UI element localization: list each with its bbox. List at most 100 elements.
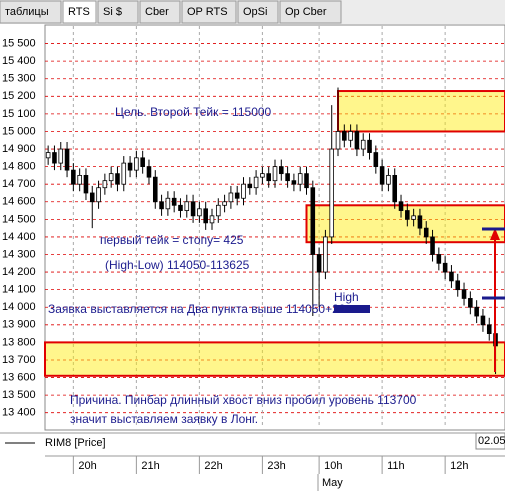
y-tick-label: 14 000 (2, 301, 36, 313)
y-tick-label: 14 500 (2, 213, 36, 225)
candle-body (102, 180, 108, 189)
candle-body (83, 175, 89, 194)
candle-body (253, 176, 259, 189)
candle-body (234, 192, 240, 199)
candle-body (348, 131, 353, 141)
candle-body (291, 180, 297, 185)
y-tick-label: 15 100 (2, 108, 36, 120)
candle-body (285, 173, 290, 182)
candle-body (411, 215, 416, 220)
candle-body (323, 236, 328, 273)
candle-body (71, 169, 76, 185)
candle-body (297, 173, 303, 185)
candle-body (247, 183, 253, 189)
tab-label: Cber (145, 6, 169, 18)
candle-body (45, 152, 51, 159)
candle-body (417, 215, 423, 229)
y-tick-label: 13 400 (2, 407, 36, 419)
candle-body (379, 166, 385, 185)
arrow-head (490, 228, 500, 240)
candle-body (89, 192, 95, 203)
candle-body (279, 166, 284, 175)
tabs: таблицы RTS Si $ Cber OP RTS OpSi Op Cber (0, 0, 342, 24)
month-label: May (322, 477, 343, 489)
candle-body (329, 148, 335, 238)
candle-body (190, 201, 196, 217)
annotation: High (334, 290, 359, 304)
tab[interactable] (0, 0, 62, 24)
tab[interactable] (237, 0, 279, 24)
candle-body (442, 262, 448, 273)
candle-body (209, 215, 215, 224)
tab[interactable] (62, 0, 97, 24)
candle-body (480, 315, 486, 326)
x-tick-label: 20h (78, 460, 96, 472)
y-tick-label: 14 600 (2, 196, 36, 208)
candle-body (423, 227, 429, 238)
candle-body (228, 192, 234, 203)
candle-body (127, 162, 133, 171)
y-tick-label: 14 400 (2, 231, 36, 243)
candle-body (436, 254, 442, 264)
x-tick-label: 12h (450, 460, 468, 472)
candle-body (405, 210, 410, 220)
candle-body (222, 201, 227, 206)
x-axis: 20h 21h 22h 23h 10h 11h 12h (72, 456, 468, 474)
grid: 15 500 15 400 15 300 15 200 15 100 15 000 14 9… (2, 26, 505, 425)
candle-body (342, 131, 347, 141)
tab-label: Op Cber (285, 6, 327, 18)
tab-label: Si $ (103, 6, 122, 18)
y-tick-label: 14 700 (2, 178, 36, 190)
tab-label: OpSi (243, 6, 267, 18)
candle-body (266, 173, 271, 182)
date-label: 02.05 (478, 435, 505, 447)
candle-body (304, 173, 309, 189)
candle-body (373, 152, 379, 168)
tab[interactable] (97, 0, 139, 24)
annotation: Причина. Пинбар длинный хвост вниз проби… (70, 393, 417, 407)
candle-body (367, 139, 372, 153)
candle-body (486, 324, 492, 334)
candle-body (184, 201, 190, 211)
candle-body (272, 166, 278, 182)
x-tick-label: 23h (267, 460, 285, 472)
zone (44, 341, 505, 377)
y-tick-label: 14 200 (2, 266, 36, 278)
y-tick-label: 13 900 (2, 319, 36, 331)
candle-body (386, 175, 391, 185)
candle-body (121, 162, 127, 185)
y-tick-label: 14 800 (2, 161, 36, 173)
tab[interactable] (279, 0, 342, 24)
plot-area (44, 24, 505, 431)
candle-body (77, 175, 82, 185)
candle-body (430, 236, 435, 255)
annotation: первый тейк = стопу= 425 (100, 233, 244, 247)
candle-body (392, 175, 398, 203)
x-tick-label: 11h (387, 460, 405, 472)
candle-body (58, 148, 64, 164)
x-tick-label: 10h (324, 460, 342, 472)
zone (337, 90, 505, 133)
tab[interactable] (139, 0, 181, 24)
y-tick-label: 14 100 (2, 284, 36, 296)
candle-body (146, 166, 152, 178)
tab[interactable] (181, 0, 237, 24)
x-tick-label: 22h (204, 460, 222, 472)
y-tick-label: 13 700 (2, 354, 36, 366)
y-tick-label: 15 000 (2, 125, 36, 137)
candle-body (360, 139, 366, 150)
candle-body (203, 208, 208, 224)
y-tick-label: 15 200 (2, 90, 36, 102)
candle-body (159, 201, 164, 210)
y-tick-label: 15 400 (2, 55, 36, 67)
tab-label: OP RTS (187, 6, 228, 18)
annotation: Заявка выставляется на Два пункта выше 1… (48, 302, 346, 316)
candle-body (449, 271, 454, 282)
candle-body (468, 298, 473, 308)
date-box (475, 432, 505, 450)
candle-body (52, 152, 57, 164)
candle-body (108, 173, 114, 182)
candle-body (171, 197, 177, 206)
candle-body (310, 187, 316, 255)
